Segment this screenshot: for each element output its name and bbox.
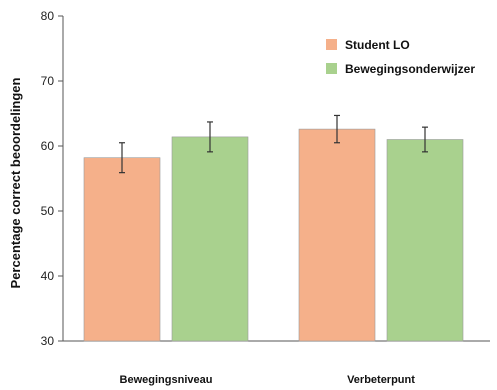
legend-label: Student LO (345, 38, 410, 52)
bars (83, 128, 464, 342)
bar (171, 136, 249, 342)
y-axis-ticks: 30 40 50 60 70 80 (41, 9, 63, 348)
x-category-label: Bewegingsniveau (120, 374, 213, 386)
bar (83, 157, 161, 342)
bar (298, 128, 376, 342)
x-category-label: Verbeterpunt (347, 374, 415, 386)
legend-swatch (326, 63, 337, 74)
y-tick-label: 70 (41, 74, 55, 88)
x-axis-labels: Bewegingsniveau Verbeterpunt (120, 374, 416, 386)
y-tick-label: 80 (41, 9, 55, 23)
legend-label: Bewegingsonderwijzer (345, 62, 475, 76)
y-tick-label: 40 (41, 269, 55, 283)
legend-swatch (326, 39, 337, 50)
y-tick-label: 60 (41, 139, 55, 153)
y-tick-label: 50 (41, 204, 55, 218)
y-tick-label: 30 (41, 334, 55, 348)
error-bars (119, 114, 428, 174)
legend: Student LO Bewegingsonderwijzer (326, 38, 475, 76)
y-axis-title: Percentage correct beoordelingen (8, 77, 23, 288)
bar (386, 139, 464, 342)
